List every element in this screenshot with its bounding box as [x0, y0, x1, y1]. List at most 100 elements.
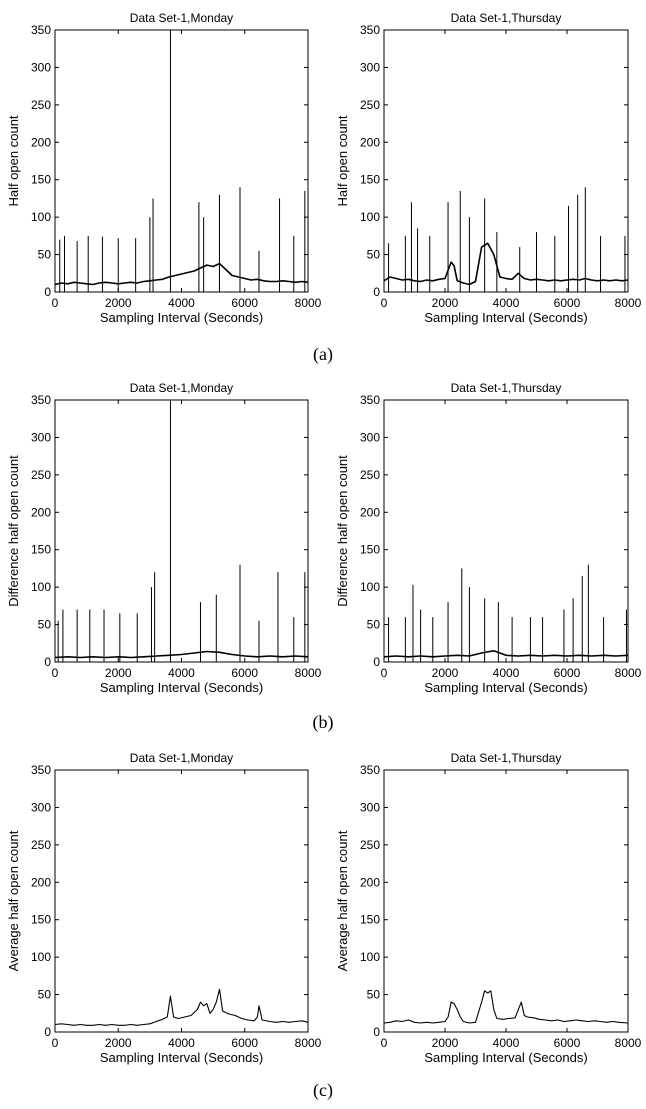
y-axis-label: Difference half open count — [6, 455, 21, 607]
y-tick-label: 0 — [373, 1025, 380, 1039]
y-tick-label: 100 — [31, 210, 51, 224]
x-tick-label: 0 — [381, 296, 388, 310]
y-axis-label: Average half open count — [335, 830, 350, 971]
chart-2: 0 50 100 150 200 250 300 350 0 2000 4000 6000 8000 Da… — [335, 11, 642, 325]
x-tick-label: 0 — [381, 666, 388, 680]
y-tick-label: 150 — [360, 543, 380, 557]
y-tick-label: 300 — [360, 60, 380, 74]
x-tick-label: 4000 — [493, 296, 520, 310]
x-tick-label: 8000 — [295, 296, 322, 310]
x-tick-label: 6000 — [554, 1036, 581, 1050]
x-tick-label: 6000 — [231, 666, 258, 680]
y-axis-label: Average half open count — [6, 830, 21, 971]
chart-title: Data Set-1,Monday — [130, 11, 233, 25]
y-axis-label: Half open count — [335, 115, 350, 206]
x-tick-label: 0 — [381, 1036, 388, 1050]
y-tick-label: 150 — [360, 913, 380, 927]
plot-frame — [383, 29, 629, 293]
y-tick-label: 50 — [38, 248, 52, 262]
y-tick-label: 150 — [31, 173, 51, 187]
x-axis-label: Sampling Interval (Seconds) — [100, 1050, 263, 1065]
y-tick-label: 250 — [360, 468, 380, 482]
chart-4: 0 50 100 150 200 250 300 350 0 2000 4000 6000 8000 Da… — [335, 381, 642, 695]
x-axis-label: Sampling Interval (Seconds) — [424, 1050, 587, 1065]
y-tick-label: 200 — [360, 875, 380, 889]
x-tick-label: 2000 — [105, 666, 132, 680]
chart-3: 0 50 100 150 200 250 300 350 0 2000 4000 6000 8000 Da… — [6, 381, 322, 695]
y-tick-label: 100 — [31, 580, 51, 594]
y-tick-label: 350 — [360, 23, 380, 37]
y-tick-label: 150 — [31, 913, 51, 927]
chart-title: Data Set-1,Thursday — [451, 11, 562, 25]
y-tick-label: 250 — [31, 838, 51, 852]
y-tick-label: 0 — [44, 1025, 51, 1039]
y-tick-label: 200 — [360, 135, 380, 149]
y-tick-label: 300 — [360, 430, 380, 444]
y-tick-label: 250 — [31, 468, 51, 482]
x-tick-label: 0 — [52, 666, 59, 680]
y-tick-label: 200 — [31, 135, 51, 149]
series-line — [383, 242, 629, 286]
series-line — [54, 262, 309, 286]
x-tick-label: 6000 — [231, 296, 258, 310]
plot-frame — [54, 399, 309, 663]
y-tick-label: 0 — [44, 285, 51, 299]
y-tick-label: 200 — [31, 505, 51, 519]
y-tick-label: 200 — [31, 875, 51, 889]
chart-6: 0 50 100 150 200 250 300 350 0 2000 4000 6000 8000 Da… — [335, 751, 642, 1065]
panel-label-a: (a) — [313, 344, 333, 365]
x-tick-label: 8000 — [615, 1036, 642, 1050]
y-tick-label: 350 — [360, 763, 380, 777]
x-tick-label: 8000 — [295, 1036, 322, 1050]
y-tick-label: 150 — [31, 543, 51, 557]
y-tick-label: 0 — [373, 285, 380, 299]
x-tick-label: 2000 — [432, 666, 459, 680]
plot-frame — [383, 769, 629, 1033]
y-tick-label: 100 — [360, 210, 380, 224]
y-tick-label: 0 — [44, 655, 51, 669]
y-tick-label: 250 — [360, 98, 380, 112]
y-tick-label: 50 — [367, 988, 381, 1002]
x-tick-label: 2000 — [432, 296, 459, 310]
y-tick-label: 50 — [38, 988, 52, 1002]
y-axis-label: Difference half open count — [335, 455, 350, 607]
y-tick-label: 300 — [31, 800, 51, 814]
x-tick-label: 4000 — [168, 1036, 195, 1050]
x-axis-label: Sampling Interval (Seconds) — [100, 310, 263, 325]
panel-label-c: (c) — [313, 1080, 333, 1101]
x-tick-label: 8000 — [295, 666, 322, 680]
chart-1: 0 50 100 150 200 250 300 350 0 2000 4000 6000 8000 Da… — [6, 11, 322, 325]
x-axis-label: Sampling Interval (Seconds) — [424, 310, 587, 325]
y-tick-label: 350 — [360, 393, 380, 407]
y-tick-label: 300 — [31, 430, 51, 444]
series-line — [54, 650, 309, 659]
y-tick-label: 200 — [360, 505, 380, 519]
panel-label-b: (b) — [313, 712, 334, 733]
x-tick-label: 4000 — [168, 666, 195, 680]
chart-title: Data Set-1,Monday — [130, 751, 233, 765]
chart-title: Data Set-1,Monday — [130, 381, 233, 395]
x-tick-label: 6000 — [554, 666, 581, 680]
y-tick-label: 50 — [367, 248, 381, 262]
x-tick-label: 2000 — [105, 296, 132, 310]
plot-frame — [54, 769, 309, 1033]
y-tick-label: 0 — [373, 655, 380, 669]
y-tick-label: 100 — [360, 950, 380, 964]
x-tick-label: 0 — [52, 296, 59, 310]
series-line — [383, 650, 629, 658]
chart-title: Data Set-1,Thursday — [451, 751, 562, 765]
x-axis-label: Sampling Interval (Seconds) — [424, 680, 587, 695]
y-tick-label: 50 — [38, 618, 52, 632]
x-tick-label: 4000 — [493, 1036, 520, 1050]
y-tick-label: 300 — [360, 800, 380, 814]
series-line — [54, 988, 309, 1026]
y-tick-label: 250 — [360, 838, 380, 852]
y-tick-label: 350 — [31, 393, 51, 407]
y-tick-label: 50 — [367, 618, 381, 632]
series-line — [383, 990, 629, 1024]
x-tick-label: 4000 — [168, 296, 195, 310]
y-tick-label: 300 — [31, 60, 51, 74]
x-tick-label: 6000 — [554, 296, 581, 310]
